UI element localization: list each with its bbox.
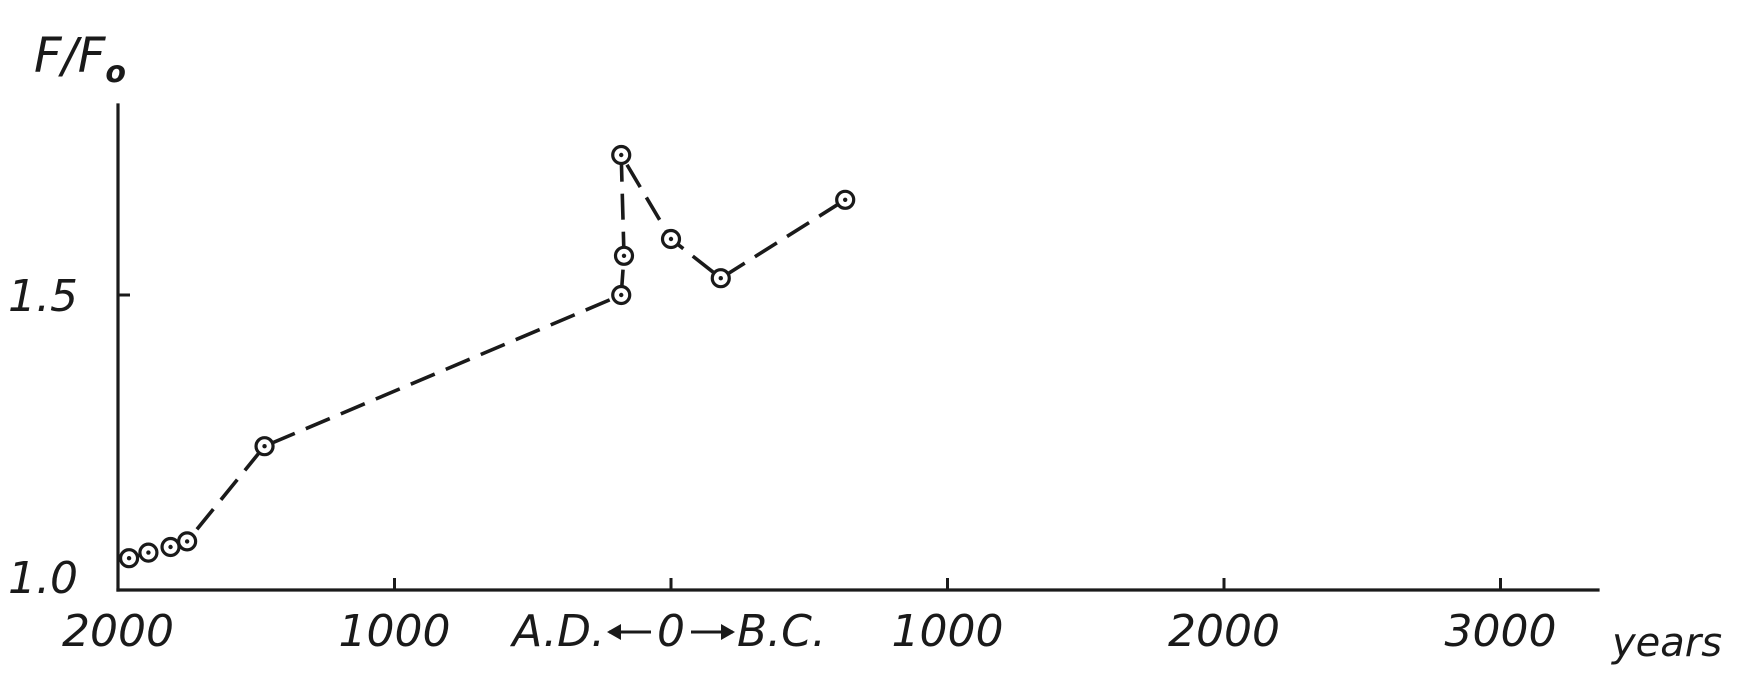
era-label-bc: B.C. [737, 606, 826, 657]
data-point [611, 144, 632, 166]
x-axis-label: years [1611, 620, 1722, 666]
data-point [835, 189, 856, 210]
data-point [177, 531, 198, 552]
y-axis-label: F/Fo [34, 28, 126, 90]
era-annotation: A.D. B.C. [509, 606, 826, 657]
y-tick-label: 1.5 [8, 271, 78, 322]
y-axis-label-sub: o [105, 55, 126, 90]
x-tick-label: 2000 [1168, 606, 1280, 657]
x-tick-label: 0 [657, 606, 685, 657]
x-ticks: 2000 1000 0 1000 2000 3000 [62, 578, 1556, 657]
data-point [138, 542, 159, 563]
data-point [710, 268, 731, 289]
data-point [611, 284, 632, 306]
data-point [160, 536, 181, 558]
y-tick-label: 1.0 [8, 553, 78, 604]
arrow-left-icon [607, 624, 651, 640]
data-point [660, 228, 682, 250]
arrow-right-icon [691, 624, 735, 640]
y-axis-label-main: F/F [34, 28, 107, 84]
x-tick-label: 1000 [892, 606, 1004, 657]
data-point [118, 548, 140, 569]
data-point [613, 245, 635, 266]
data-point [254, 436, 275, 457]
era-label-ad: A.D. [509, 606, 605, 657]
y-ticks: 1.0 1.5 [8, 271, 130, 604]
series-line [128, 148, 847, 560]
series-group [118, 144, 856, 569]
x-tick-label: 3000 [1445, 606, 1557, 657]
x-tick-label: 1000 [339, 606, 451, 657]
x-tick-label: 2000 [62, 606, 174, 657]
